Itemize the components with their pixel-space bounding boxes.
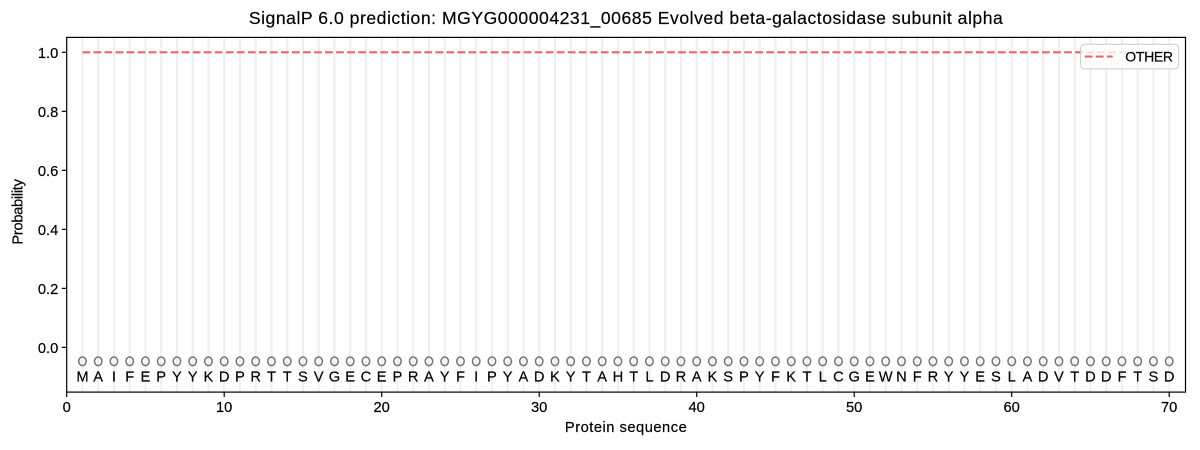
svg-text:T: T — [283, 370, 292, 386]
svg-text:0.4: 0.4 — [38, 223, 58, 239]
svg-text:E: E — [865, 370, 875, 386]
svg-text:0.2: 0.2 — [38, 282, 58, 298]
svg-text:0.8: 0.8 — [38, 105, 58, 121]
svg-text:OTHER: OTHER — [1125, 48, 1173, 64]
svg-text:F: F — [456, 370, 465, 386]
svg-text:F: F — [1117, 370, 1126, 386]
svg-text:H: H — [613, 370, 624, 386]
svg-text:T: T — [267, 370, 276, 386]
svg-text:F: F — [125, 370, 134, 386]
svg-text:K: K — [708, 370, 718, 386]
svg-text:60: 60 — [1004, 400, 1020, 416]
svg-text:Y: Y — [960, 370, 970, 386]
svg-text:Y: Y — [440, 370, 450, 386]
svg-text:A: A — [519, 370, 529, 386]
svg-text:F: F — [771, 370, 780, 386]
svg-text:D: D — [219, 370, 230, 386]
svg-text:E: E — [141, 370, 151, 386]
svg-text:C: C — [833, 370, 844, 386]
svg-text:A: A — [597, 370, 607, 386]
svg-text:R: R — [250, 370, 261, 386]
svg-text:C: C — [361, 370, 372, 386]
svg-text:70: 70 — [1161, 400, 1177, 416]
svg-text:S: S — [723, 370, 733, 386]
svg-text:Y: Y — [944, 370, 954, 386]
svg-text:S: S — [991, 370, 1001, 386]
svg-text:0.6: 0.6 — [38, 164, 58, 180]
svg-text:N: N — [896, 370, 907, 386]
svg-text:V: V — [1054, 370, 1064, 386]
svg-text:R: R — [928, 370, 939, 386]
svg-text:A: A — [1023, 370, 1033, 386]
svg-text:G: G — [329, 370, 340, 386]
svg-text:L: L — [1008, 370, 1016, 386]
svg-text:10: 10 — [216, 400, 232, 416]
svg-text:A: A — [93, 370, 103, 386]
svg-text:50: 50 — [846, 400, 862, 416]
svg-text:Protein sequence: Protein sequence — [565, 420, 687, 436]
svg-text:R: R — [408, 370, 419, 386]
svg-text:30: 30 — [531, 400, 547, 416]
svg-text:T: T — [629, 370, 638, 386]
svg-text:W: W — [879, 370, 893, 386]
svg-text:1.0: 1.0 — [38, 46, 58, 62]
svg-text:T: T — [1133, 370, 1142, 386]
svg-text:P: P — [487, 370, 497, 386]
svg-text:A: A — [424, 370, 434, 386]
svg-text:Y: Y — [188, 370, 198, 386]
svg-text:40: 40 — [689, 400, 705, 416]
svg-text:D: D — [534, 370, 545, 386]
svg-text:I: I — [474, 370, 478, 386]
svg-text:D: D — [660, 370, 671, 386]
svg-text:L: L — [819, 370, 827, 386]
svg-text:T: T — [1070, 370, 1079, 386]
svg-text:Y: Y — [755, 370, 765, 386]
svg-text:Y: Y — [172, 370, 182, 386]
svg-text:D: D — [1085, 370, 1096, 386]
svg-text:S: S — [298, 370, 308, 386]
svg-text:E: E — [345, 370, 355, 386]
svg-text:D: D — [1038, 370, 1049, 386]
svg-text:M: M — [76, 370, 88, 386]
svg-text:V: V — [314, 370, 324, 386]
svg-text:P: P — [235, 370, 245, 386]
svg-text:R: R — [676, 370, 687, 386]
svg-text:K: K — [786, 370, 796, 386]
svg-text:D: D — [1164, 370, 1175, 386]
svg-text:L: L — [645, 370, 653, 386]
svg-text:0: 0 — [63, 400, 71, 416]
svg-text:D: D — [1101, 370, 1112, 386]
svg-text:20: 20 — [374, 400, 390, 416]
svg-text:T: T — [802, 370, 811, 386]
svg-text:Y: Y — [566, 370, 576, 386]
svg-text:T: T — [582, 370, 591, 386]
svg-text:E: E — [975, 370, 985, 386]
svg-text:F: F — [913, 370, 922, 386]
svg-text:K: K — [550, 370, 560, 386]
svg-text:P: P — [393, 370, 403, 386]
svg-text:K: K — [204, 370, 214, 386]
svg-text:P: P — [739, 370, 749, 386]
svg-text:P: P — [156, 370, 166, 386]
svg-text:Y: Y — [503, 370, 513, 386]
svg-text:SignalP 6.0 prediction: MGYG00: SignalP 6.0 prediction: MGYG000004231_00… — [249, 8, 1003, 29]
svg-text:G: G — [848, 370, 859, 386]
svg-text:Probability: Probability — [11, 178, 27, 244]
svg-text:A: A — [692, 370, 702, 386]
svg-text:I: I — [112, 370, 116, 386]
svg-text:0.0: 0.0 — [38, 341, 58, 357]
svg-text:S: S — [1149, 370, 1159, 386]
svg-text:E: E — [377, 370, 387, 386]
